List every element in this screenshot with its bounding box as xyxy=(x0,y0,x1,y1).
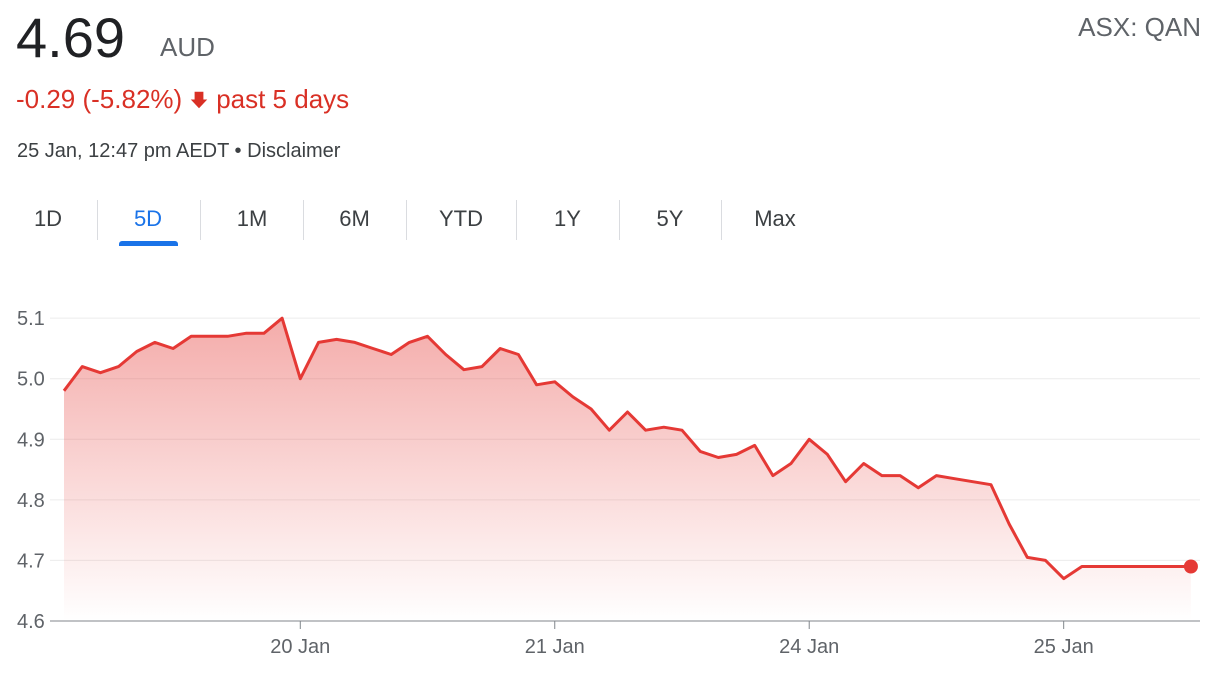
tab-divider xyxy=(406,200,407,240)
x-tick-label: 21 Jan xyxy=(525,636,585,658)
tab-ytd[interactable]: YTD xyxy=(439,206,483,231)
disclaimer-link[interactable]: Disclaimer xyxy=(247,140,341,162)
tab-1y[interactable]: 1Y xyxy=(554,206,581,231)
price-area xyxy=(64,318,1191,621)
ticker-symbol: ASX: QAN xyxy=(1078,12,1201,42)
change-period: past 5 days xyxy=(216,84,350,114)
tab-5y[interactable]: 5Y xyxy=(656,206,684,231)
meta-separator: • xyxy=(234,140,242,162)
currency-label: AUD xyxy=(160,32,215,62)
x-tick-label: 25 Jan xyxy=(1034,636,1094,658)
y-tick-label: 4.6 xyxy=(17,611,45,633)
change-value: -0.29 (-5.82%) xyxy=(16,84,183,114)
tab-1d[interactable]: 1D xyxy=(33,206,63,231)
current-price: 4.69 xyxy=(16,6,125,69)
x-axis-labels: 20 Jan 21 Jan 24 Jan 25 Jan xyxy=(270,621,1094,658)
tab-divider xyxy=(97,200,98,240)
price-change: -0.29 (-5.82%) past 5 days xyxy=(16,84,349,115)
tab-6m[interactable]: 6M xyxy=(339,206,370,231)
range-tabs: 1D 5D 1M 6M YTD 1Y 5Y Max xyxy=(0,196,830,246)
tab-divider xyxy=(619,200,620,240)
y-axis-labels: 5.1 5.0 4.9 4.8 4.7 4.6 xyxy=(17,308,45,633)
x-tick-label: 24 Jan xyxy=(779,636,839,658)
tab-divider xyxy=(200,200,201,240)
y-tick-label: 5.1 xyxy=(17,308,45,330)
tab-1m[interactable]: 1M xyxy=(236,206,268,231)
y-tick-label: 4.9 xyxy=(17,429,45,451)
tab-divider xyxy=(721,200,722,240)
arrow-down-icon xyxy=(190,91,208,108)
tab-divider xyxy=(303,200,304,240)
y-tick-label: 5.0 xyxy=(17,369,45,391)
last-price-marker xyxy=(1183,559,1198,574)
price-line xyxy=(62,316,1191,581)
price-chart[interactable]: 5.1 5.0 4.9 4.8 4.7 4.6 20 Jan 21 Jan 24 Jan 25 … xyxy=(0,280,1223,680)
quote-timestamp: 25 Jan, 12:47 pm AEDT xyxy=(17,140,229,162)
y-tick-label: 4.7 xyxy=(17,550,45,572)
tab-5d[interactable]: 5D xyxy=(133,206,163,231)
x-tick-label: 20 Jan xyxy=(270,636,330,658)
tab-max[interactable]: Max xyxy=(754,206,796,231)
quote-meta: 25 Jan, 12:47 pm AEDT • Disclaimer xyxy=(17,140,340,163)
tab-divider xyxy=(516,200,517,240)
active-tab-indicator xyxy=(119,241,178,246)
y-tick-label: 4.8 xyxy=(17,490,45,512)
